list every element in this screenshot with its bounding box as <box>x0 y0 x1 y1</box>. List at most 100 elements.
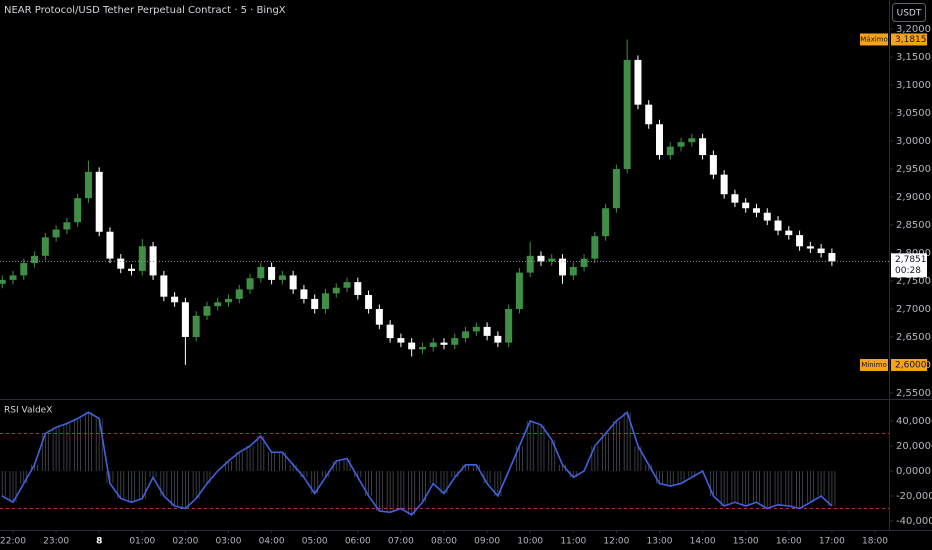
y-tick-label: 2,8500 <box>896 220 931 231</box>
candle-body <box>462 331 470 339</box>
x-tick-label: 09:00 <box>474 537 500 547</box>
candle-body <box>52 229 60 238</box>
candle-body <box>634 59 642 105</box>
candle-body <box>321 293 329 309</box>
candle-body <box>365 295 373 309</box>
candle-body <box>806 246 814 249</box>
x-tick-label: 12:00 <box>603 537 629 547</box>
extreme-name-box <box>860 358 888 371</box>
x-tick-label: 18:00 <box>862 537 888 547</box>
extreme-value: 2,6000 <box>895 360 927 370</box>
extreme-value: 3,1815 <box>895 35 927 45</box>
candle-body <box>559 258 567 276</box>
candle-body <box>257 267 265 279</box>
x-tick-label: 15:00 <box>733 537 759 547</box>
candle-body <box>106 231 114 259</box>
candle-body <box>225 298 232 303</box>
x-tick-label: 04:00 <box>259 537 285 547</box>
candle-body <box>602 208 610 237</box>
x-tick-label: 02:00 <box>172 537 198 547</box>
currency-label[interactable]: USDT <box>897 9 922 19</box>
candle-body <box>181 302 189 337</box>
candle-body <box>785 230 793 236</box>
candle-body <box>429 342 437 348</box>
x-tick-label: 11:00 <box>560 537 586 547</box>
indicator-line <box>1 410 833 516</box>
candle-body <box>537 255 545 262</box>
x-tick-label: 03:00 <box>216 537 242 547</box>
candle-body <box>214 302 222 307</box>
extreme-name-box <box>860 33 888 46</box>
x-tick-label: 05:00 <box>302 537 328 547</box>
candle-body <box>203 306 211 316</box>
y-tick-label: 20,0000 <box>896 441 932 452</box>
candle-body <box>656 124 663 156</box>
candle-body <box>300 289 308 299</box>
candle-body <box>343 282 351 288</box>
x-tick-label: 01:00 <box>129 537 155 547</box>
candle-body <box>828 253 836 262</box>
x-tick-label: 23:00 <box>43 537 69 547</box>
candle-body <box>354 282 362 296</box>
candle-body <box>580 258 588 268</box>
candle-body <box>63 222 71 230</box>
candle-body <box>612 169 620 209</box>
countdown-label: 00:28 <box>895 266 921 276</box>
candle-body <box>74 198 82 223</box>
candle-body <box>591 236 599 259</box>
candle-body <box>505 308 513 343</box>
extreme-name: Máximo <box>860 35 888 43</box>
candle-body <box>569 267 577 276</box>
x-tick-label: 16:00 <box>776 537 802 547</box>
candle-body <box>375 308 383 325</box>
candle-body <box>289 275 297 290</box>
y-tick-label: 2,9000 <box>896 192 931 203</box>
candle-body <box>332 287 340 294</box>
currency-button[interactable] <box>892 3 926 22</box>
candle-body <box>386 324 394 339</box>
candle-body <box>268 267 276 280</box>
candle-body <box>9 275 17 280</box>
x-tick-label: 06:00 <box>345 537 371 547</box>
candle-body <box>699 138 707 156</box>
x-tick-label: 17:00 <box>819 537 845 547</box>
y-tick-label: 3,1500 <box>896 52 931 63</box>
x-tick-label: 10:00 <box>517 537 543 547</box>
candle-body <box>645 104 653 125</box>
price-pane <box>0 39 836 365</box>
candle-body <box>666 146 674 156</box>
candle-body <box>117 258 125 269</box>
y-tick-label: 0,0000 <box>896 466 931 477</box>
candle-body <box>408 342 416 350</box>
y-tick-label: -20,0000 <box>896 491 932 502</box>
x-tick-label: 13:00 <box>647 537 673 547</box>
candle-body <box>84 171 92 199</box>
candle-body <box>418 347 426 350</box>
candle-body <box>278 275 286 280</box>
candle-body <box>0 279 6 284</box>
candle-body <box>752 208 760 213</box>
candle-body <box>623 59 631 170</box>
extreme-value-box <box>891 33 927 46</box>
y-tick-label: 2,9500 <box>896 164 931 175</box>
candle-body <box>817 248 825 254</box>
candle-body <box>548 258 556 262</box>
x-tick-label: 8 <box>96 537 102 547</box>
candle-body <box>451 338 459 345</box>
candle-body <box>526 255 534 273</box>
candle-body <box>731 194 739 203</box>
candle-body <box>494 335 502 343</box>
candle-body <box>95 171 103 232</box>
last-price-box <box>891 253 927 278</box>
candle-body <box>483 326 491 336</box>
candle-body <box>472 326 480 332</box>
candle-body <box>235 289 243 299</box>
y-tick-label: 2,6500 <box>896 332 931 343</box>
candle-body <box>31 255 39 264</box>
candle-body <box>160 275 168 297</box>
candle-body <box>677 142 685 147</box>
candle-body <box>128 268 136 271</box>
